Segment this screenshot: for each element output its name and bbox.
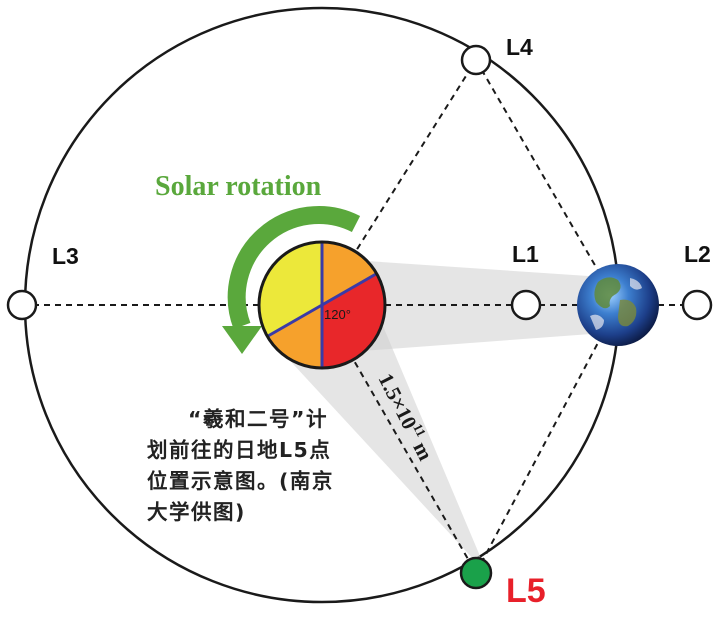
l3-label: L3 (52, 243, 79, 269)
l4-label: L4 (506, 34, 533, 60)
rotation-arrow (227, 206, 361, 330)
solar-rotation-label: Solar rotation (155, 171, 322, 202)
l5-point (459, 556, 493, 590)
caption: “羲和二号”计划前往的日地L5点位置示意图。(南京大学供图) (147, 407, 334, 524)
l2-label: L2 (684, 241, 711, 267)
l5-label: L5 (506, 572, 546, 610)
rotation-arrowhead (222, 326, 262, 354)
sun-earth-cone (322, 258, 618, 354)
earth (577, 264, 659, 346)
distance-exponent: 11 (410, 421, 429, 439)
l4-point (460, 44, 492, 76)
angle-label: 120° (324, 307, 351, 322)
l1-point (510, 289, 542, 321)
l1-label: L1 (512, 241, 539, 267)
l2-point (681, 289, 713, 321)
sun (257, 240, 387, 370)
l3-point (6, 289, 38, 321)
